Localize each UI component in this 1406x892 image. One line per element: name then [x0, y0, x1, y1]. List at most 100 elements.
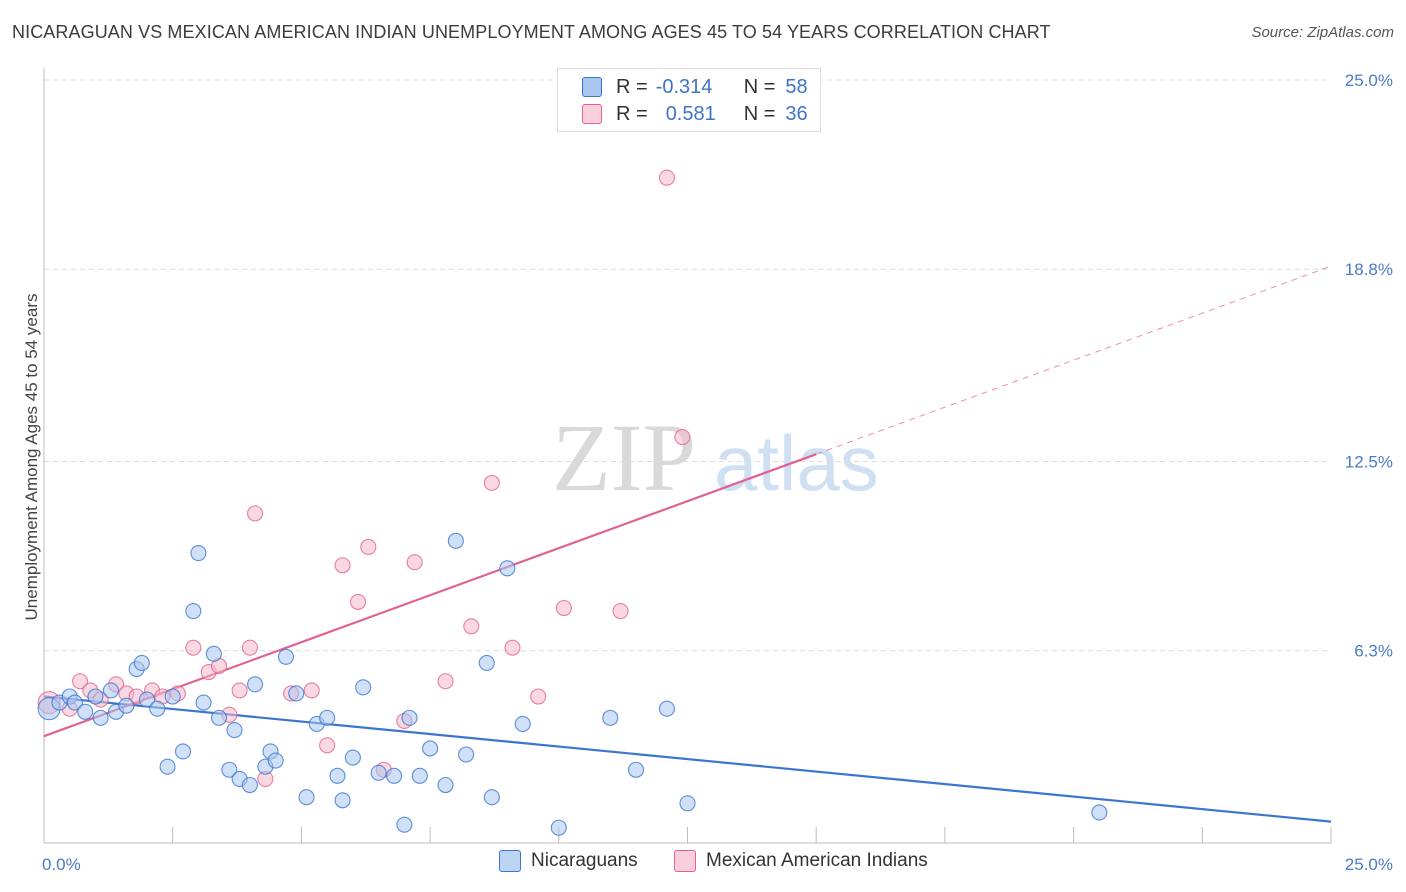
data-point [386, 767, 403, 784]
data-point [149, 700, 166, 717]
data-point [334, 557, 351, 574]
data-point [185, 602, 202, 620]
pink-swatch-icon [674, 850, 696, 872]
data-point [401, 709, 418, 726]
data-point [138, 691, 156, 708]
data-point [226, 722, 243, 739]
watermark-atlas: atlas [714, 419, 879, 507]
legend-row-mexican-american-indians: R = 0.581 N = 36 [582, 101, 808, 127]
data-point [288, 685, 305, 702]
data-point [190, 545, 207, 562]
data-point [360, 538, 377, 556]
data-point [658, 169, 675, 186]
legend-item-mexican-american-indians: Mexican American Indians [674, 850, 928, 872]
data-point [411, 767, 428, 784]
data-point [241, 639, 258, 656]
data-point [458, 746, 475, 763]
data-point [437, 673, 454, 690]
data-point [221, 761, 238, 778]
blue-swatch-icon [499, 850, 521, 872]
x-tick-label: 25.0% [1345, 855, 1393, 874]
data-point [205, 645, 222, 662]
r-value: 0.581 [665, 102, 716, 125]
data-point [185, 639, 202, 656]
data-point [118, 697, 135, 714]
data-point [499, 560, 516, 577]
legend-label-mexican-american-indians: Mexican American Indians [706, 850, 928, 871]
data-point [483, 474, 500, 491]
data-point [133, 654, 150, 671]
y-tick-labels: 6.3% 12.5% 18.8% 25.0% [1345, 71, 1393, 661]
gridlines [44, 79, 1331, 652]
n-label: N = [743, 102, 776, 125]
r-label: R = [616, 75, 648, 98]
data-point [159, 758, 176, 775]
n-value: 36 [785, 102, 808, 125]
legend-item-nicaraguans: Nicaraguans [499, 850, 638, 872]
n-label: N = [743, 75, 776, 98]
data-point [164, 688, 181, 705]
legend-label-nicaraguans: Nicaraguans [531, 850, 638, 871]
watermark: ZIP atlas [552, 404, 879, 511]
data-point [463, 618, 480, 635]
data-point [247, 676, 264, 693]
trend-line-extension-1 [816, 265, 1332, 455]
data-point [267, 752, 284, 769]
source-label: Source: ZipAtlas.com [1251, 24, 1394, 41]
data-point [247, 505, 264, 522]
data-point [550, 819, 567, 836]
y-axis-label: Unemployment Among Ages 45 to 54 years [22, 294, 41, 621]
data-point [92, 709, 109, 726]
trend-line-0 [43, 695, 1332, 823]
blue-swatch-icon [582, 77, 602, 97]
data-point [674, 429, 691, 446]
series-legend: Nicaraguans Mexican American Indians [0, 850, 1406, 878]
data-point [349, 593, 367, 610]
y-tick-label: 12.5% [1345, 453, 1393, 472]
watermark-zip: ZIP [552, 404, 696, 511]
data-point [396, 816, 413, 833]
data-point [447, 532, 464, 549]
data-point [679, 795, 696, 812]
trend-lines [43, 265, 1332, 823]
data-point [319, 737, 336, 754]
data-point [329, 767, 346, 784]
data-point [174, 743, 192, 760]
correlation-legend: R = -0.314 N = 58 R = 0.581 N = 36 [557, 68, 821, 132]
data-point [504, 639, 521, 656]
data-point [210, 709, 228, 726]
x-tick-labels: 0.0% 25.0% [42, 855, 1393, 874]
data-point [66, 694, 83, 711]
chart-title: NICARAGUAN VS MEXICAN AMERICAN INDIAN UN… [12, 22, 1051, 42]
data-point [478, 654, 495, 671]
series-nicaraguans [37, 532, 1108, 836]
data-point [298, 789, 315, 806]
data-point [334, 792, 351, 809]
data-point [602, 709, 619, 726]
data-point [195, 694, 212, 711]
x-tick-label: 0.0% [42, 855, 81, 874]
data-point [406, 554, 423, 571]
n-value: 58 [785, 75, 808, 98]
data-point [303, 682, 320, 699]
data-point [355, 679, 372, 696]
data-point [514, 715, 531, 733]
data-point [71, 673, 89, 690]
data-point [87, 688, 104, 705]
data-point [483, 789, 500, 806]
y-tick-label: 25.0% [1345, 71, 1393, 90]
data-point [612, 602, 629, 620]
data-point [658, 700, 675, 717]
y-tick-label: 6.3% [1354, 642, 1393, 661]
data-point [627, 761, 645, 778]
data-point [530, 688, 547, 705]
data-point [241, 776, 258, 794]
data-point [555, 599, 572, 617]
data-point [437, 776, 454, 794]
r-value: -0.314 [655, 75, 713, 98]
data-point [231, 682, 248, 699]
r-label: R = [616, 102, 648, 125]
pink-swatch-icon [582, 104, 602, 124]
data-point [277, 648, 295, 665]
